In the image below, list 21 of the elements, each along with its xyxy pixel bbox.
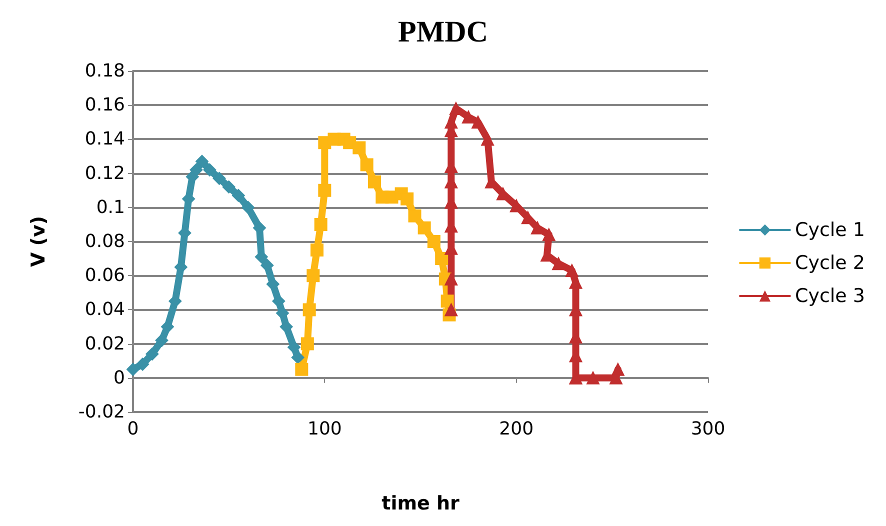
y-tick-label: 0.14 <box>84 128 125 150</box>
legend-label: Cycle 3 <box>794 285 866 307</box>
y-tick-label: 0.08 <box>84 231 125 252</box>
x-axis-title: time hr <box>382 492 460 514</box>
y-tick-label: 0.06 <box>84 265 125 286</box>
legend-label: Cycle 2 <box>794 252 866 274</box>
y-tick-label: 0.04 <box>84 299 125 320</box>
y-tick-label: -0.02 <box>78 402 125 422</box>
y-tick-label: 0 <box>114 367 125 388</box>
y-tick-label: 0.16 <box>84 94 125 116</box>
y-tick-label: 0.18 <box>84 60 125 82</box>
y-tick-label: 0.12 <box>84 162 125 184</box>
y-tick-label: 0.02 <box>84 333 125 354</box>
x-tick-label: 200 <box>499 418 534 440</box>
x-tick-label: 100 <box>307 418 342 440</box>
chart-title: PMDC <box>398 16 488 48</box>
legend-label: Cycle 1 <box>794 219 866 241</box>
y-tick-label: 0.1 <box>96 196 125 218</box>
x-tick-label: 0 <box>127 418 139 440</box>
y-axis-title: V (v) <box>28 216 50 268</box>
x-tick-label: 300 <box>690 418 726 440</box>
